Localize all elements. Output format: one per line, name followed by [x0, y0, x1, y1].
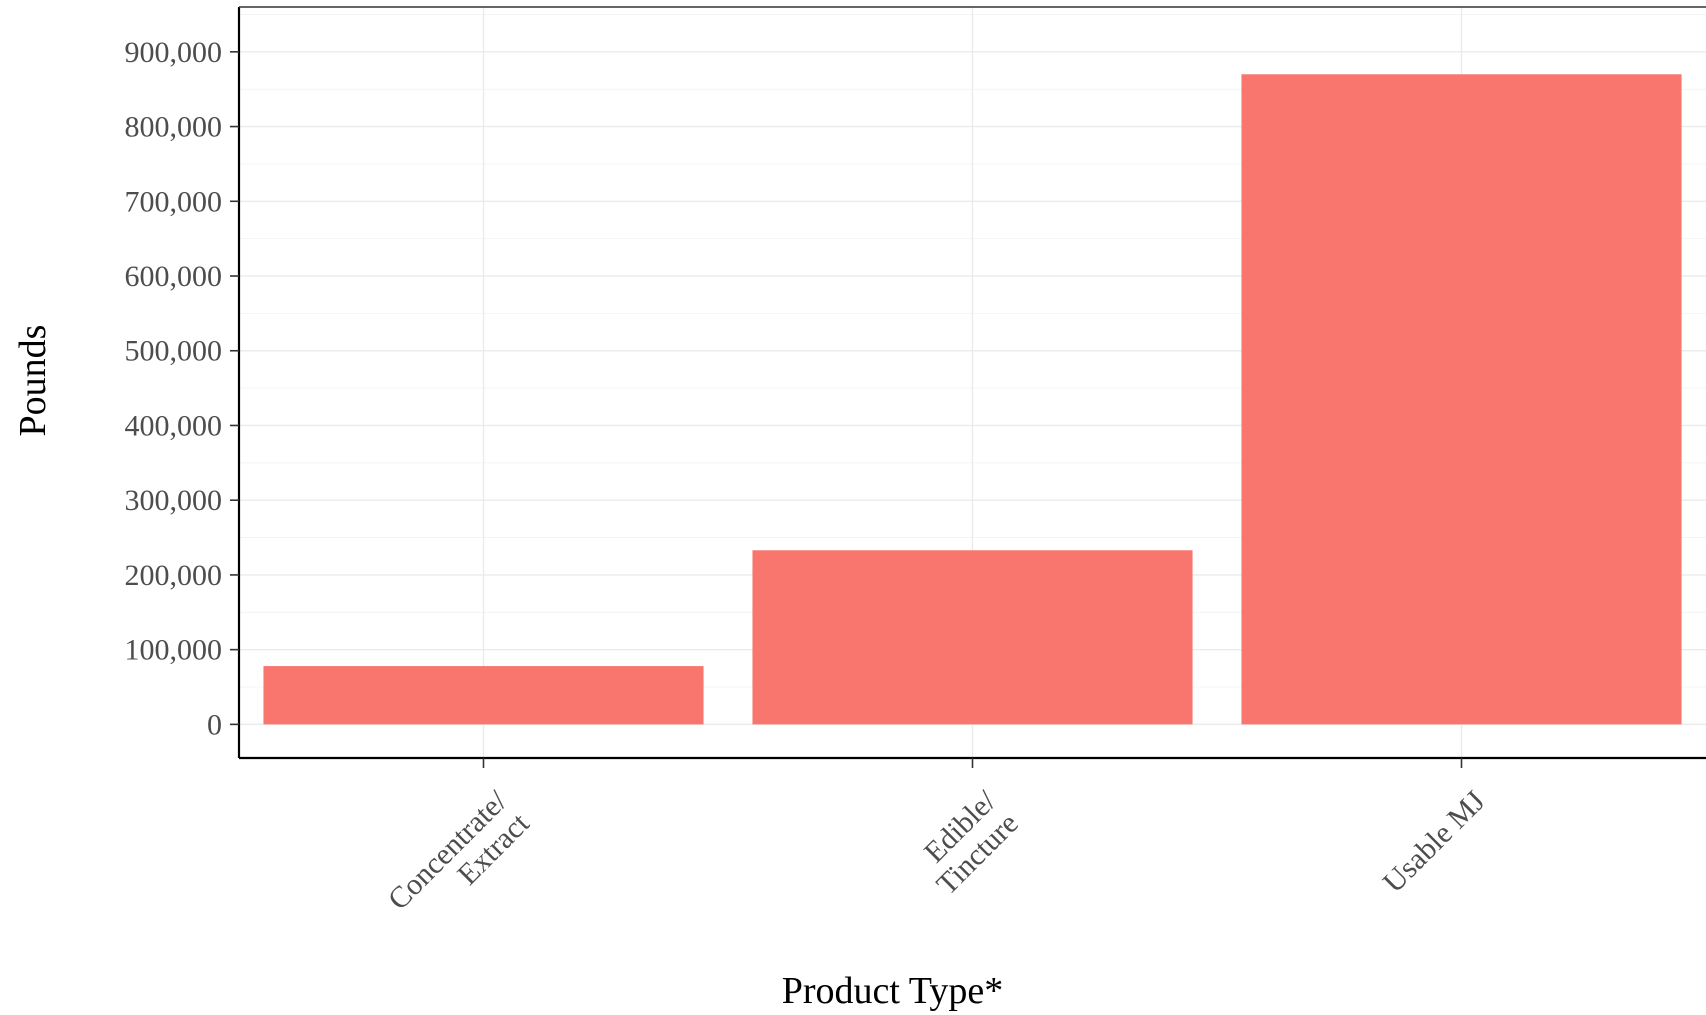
y-axis-title: Pounds — [12, 325, 54, 437]
x-tick-label-line: Usable MJ — [1377, 784, 1492, 899]
bar — [263, 666, 704, 725]
y-axis-ticks: 0 100,000 200,000 300,000 400,000 500,000 600,… — [125, 36, 239, 741]
x-axis-title: Product Type* — [782, 970, 1003, 1012]
x-axis-ticks: Concentrate/Extract Edible/Tincture Usable… — [382, 758, 1492, 938]
x-tick-label: Edible/Tincture — [908, 784, 1025, 901]
y-tick-label: 900,000 — [125, 36, 223, 69]
bar — [752, 550, 1193, 725]
y-tick-label: 800,000 — [125, 111, 223, 144]
y-tick-label: 200,000 — [125, 559, 223, 592]
x-tick-label: Concentrate/Extract — [382, 784, 536, 938]
bars — [263, 74, 1682, 725]
y-tick-label: 300,000 — [125, 484, 223, 517]
y-tick-label: 0 — [207, 708, 222, 741]
x-tick-label: Usable MJ — [1377, 784, 1492, 899]
y-tick-label: 600,000 — [125, 260, 223, 293]
y-tick-label: 500,000 — [125, 335, 223, 368]
y-tick-label: 700,000 — [125, 185, 223, 218]
bar — [1241, 74, 1682, 725]
y-tick-label: 100,000 — [125, 634, 223, 667]
y-tick-label: 400,000 — [125, 409, 223, 442]
